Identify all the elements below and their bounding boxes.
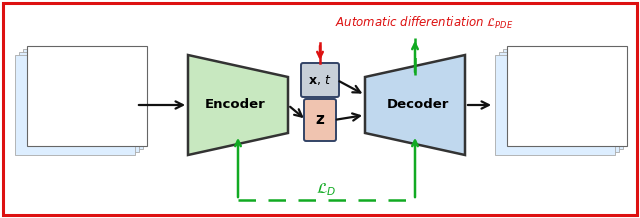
Bar [503,49,623,149]
Text: Automatic differentiation $\mathcal{L}_{PDE}$: Automatic differentiation $\mathcal{L}_{… [335,15,513,31]
Bar [23,49,143,149]
Polygon shape [188,55,288,155]
Bar [495,55,615,155]
Bar [27,46,147,146]
Text: Decoder: Decoder [387,99,449,111]
FancyBboxPatch shape [301,63,339,97]
Bar [499,52,619,152]
Bar [15,55,135,155]
Text: $\mathbf{x},\,t$: $\mathbf{x},\,t$ [308,73,332,87]
Text: Encoder: Encoder [205,99,266,111]
FancyBboxPatch shape [304,99,336,141]
Bar [19,52,139,152]
Text: $\mathbf{z}$: $\mathbf{z}$ [315,112,325,128]
Text: $\mathcal{L}_D$: $\mathcal{L}_D$ [316,181,337,198]
Polygon shape [365,55,465,155]
Bar [507,46,627,146]
